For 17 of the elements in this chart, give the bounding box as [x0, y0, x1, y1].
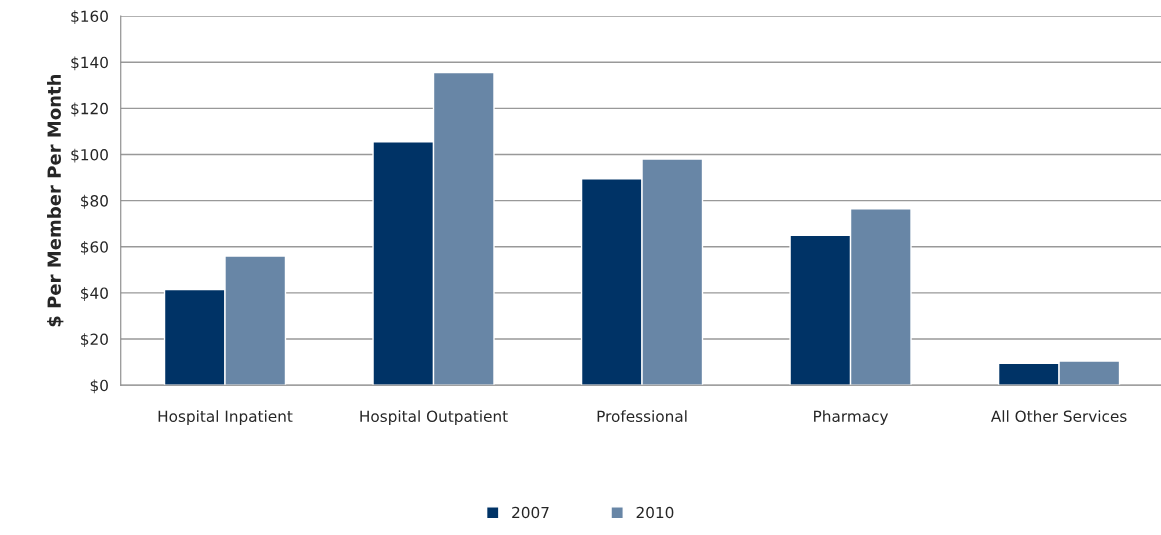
y-tick-label: $100: [71, 148, 108, 163]
y-tick-label: $40: [81, 287, 108, 301]
y-tick-label: $140: [71, 56, 108, 71]
y-tick-label: $160: [71, 10, 108, 25]
x-tick-label: All Other Services: [990, 410, 1127, 423]
y-tick-label: $0: [90, 379, 108, 394]
x-tick-label: Hospital Outpatient: [360, 410, 508, 425]
y-axis-title: $ Per Member Per Month: [47, 74, 64, 327]
x-tick-label: Professional: [597, 410, 687, 423]
y-tick-label: $80: [81, 194, 108, 209]
y-tick-label: $120: [71, 102, 108, 117]
x-tick-label: Pharmacy: [814, 410, 889, 425]
legend-label: 2007: [512, 506, 549, 519]
y-tick-label: $20: [81, 333, 108, 348]
y-tick-label: $60: [81, 240, 108, 255]
x-tick-label: Hospital Inpatient: [158, 410, 293, 425]
legend-label: 2010: [636, 506, 674, 519]
